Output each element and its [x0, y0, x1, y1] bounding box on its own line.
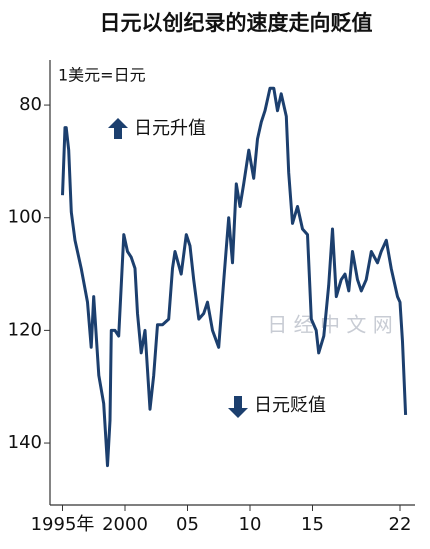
x-tick-label: 10: [239, 514, 262, 535]
annotation: 日元升值: [134, 118, 206, 139]
chart-title: 日元以创纪录的速度走向贬值: [100, 11, 373, 35]
y-tick-label: 100: [8, 207, 42, 228]
y-axis-label: 1美元=日元: [58, 66, 146, 85]
watermark: 日 经 中 文 网: [267, 313, 392, 337]
line: [61, 86, 408, 468]
x-tick-label: 1995年: [31, 514, 95, 535]
x-tick-label: 05: [176, 514, 199, 535]
x-tick-label: 22: [389, 514, 412, 535]
y-tick-label: 120: [8, 319, 42, 340]
annotation: 日元贬值: [254, 395, 326, 416]
x-tick-label: 2000: [102, 514, 148, 535]
y-tick-label: 80: [19, 94, 42, 115]
down-arrow: [228, 396, 248, 418]
up-arrow: [108, 118, 128, 139]
y-tick-label: 140: [8, 432, 42, 453]
x-tick-label: 15: [301, 514, 324, 535]
